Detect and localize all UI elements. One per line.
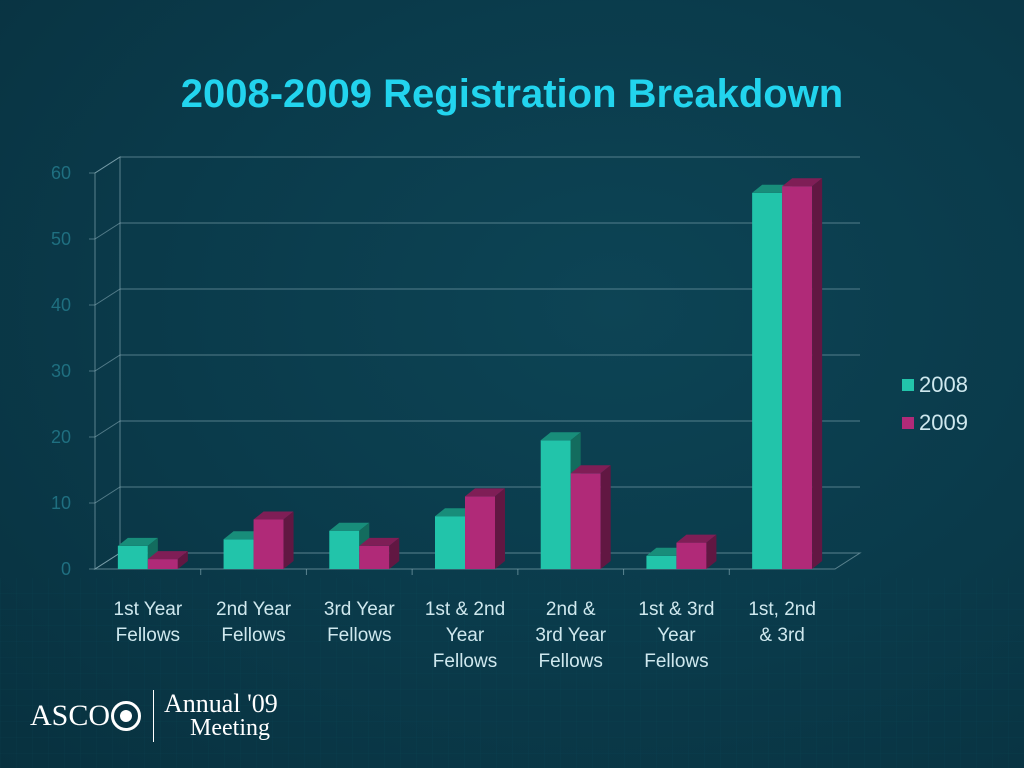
logo-brand: ASCO xyxy=(30,699,111,732)
bar-side xyxy=(495,488,505,569)
bar-front xyxy=(117,545,148,569)
bar-front xyxy=(676,542,707,569)
bar-front xyxy=(570,473,601,569)
bar-front xyxy=(435,516,465,569)
bar-2009-2 xyxy=(359,537,400,569)
gridline xyxy=(94,420,860,438)
bar-side xyxy=(283,511,294,569)
bar-top xyxy=(253,511,294,520)
y-tick-label: 20 xyxy=(51,427,71,447)
bar-top xyxy=(570,465,611,474)
bar-front xyxy=(253,519,284,569)
bar-front xyxy=(782,186,813,569)
bar-side xyxy=(812,178,823,569)
bar-2009-4 xyxy=(570,465,611,569)
bar-2009-6 xyxy=(782,178,823,569)
x-category-label: 1st & 3rd Year Fellows xyxy=(638,599,714,672)
logo-divider xyxy=(153,690,155,742)
bar-top xyxy=(540,432,581,441)
bar-top xyxy=(359,537,400,546)
bar-chart: 0 10 20 30 40 50 60 1st Year Fellows 2nd Year Fel… xyxy=(51,156,968,672)
y-tick-label: 40 xyxy=(51,295,71,315)
chart-legend: 2008 2009 xyxy=(902,372,968,435)
y-tick-label: 50 xyxy=(51,229,71,249)
x-category-label: 2nd & 3rd Year Fellows xyxy=(535,599,606,672)
bar-2009-0 xyxy=(147,551,188,569)
bar-front xyxy=(147,559,178,569)
logo-line-annual: Annual '09 xyxy=(164,689,278,718)
bar-top xyxy=(329,522,370,531)
gridline xyxy=(94,486,860,504)
decorative-pixel-band xyxy=(0,578,1024,768)
legend-label-2008: 2008 xyxy=(919,372,968,397)
y-tick-label: 60 xyxy=(51,163,71,183)
x-category-label: 3rd Year Fellows xyxy=(324,599,395,646)
y-axis: 0 10 20 30 40 50 60 xyxy=(51,163,95,579)
bar-side xyxy=(177,551,188,569)
gridline xyxy=(94,288,860,306)
x-category-label: 1st Year Fellows xyxy=(114,599,183,646)
bar-2009-5 xyxy=(676,534,717,569)
bar-front xyxy=(646,555,677,569)
bar-front xyxy=(540,440,571,569)
bar-top xyxy=(676,534,717,543)
asco-annual-meeting-logo: ASCO Annual '09 Meeting xyxy=(30,686,278,746)
bar-front xyxy=(223,539,254,569)
legend-label-2009: 2009 xyxy=(919,410,968,435)
gridline xyxy=(94,354,860,372)
x-category-label: 1st & 2nd Year Fellows xyxy=(425,599,505,672)
bar-front xyxy=(465,496,495,569)
bar-front xyxy=(359,545,390,569)
bar-front xyxy=(752,192,783,570)
y-tick-label: 30 xyxy=(51,361,71,381)
bar-front xyxy=(329,530,360,569)
gridline xyxy=(94,156,860,174)
legend-swatch-2009 xyxy=(902,417,914,429)
bar-top xyxy=(147,551,188,560)
logo-line-meeting: Meeting xyxy=(190,715,271,741)
asco-flame-icon xyxy=(111,701,142,731)
chart-bars xyxy=(117,178,823,570)
y-tick-label: 10 xyxy=(51,493,71,513)
bar-2008-4 xyxy=(540,432,581,569)
legend-swatch-2008 xyxy=(902,379,914,391)
chart-gridlines xyxy=(94,156,860,504)
bar-top xyxy=(465,488,505,497)
x-axis-labels: 1st Year Fellows 2nd Year Fellows 3rd Year Fe… xyxy=(114,569,816,672)
bar-top xyxy=(117,537,158,546)
y-tick-label: 0 xyxy=(61,559,71,579)
bar-top xyxy=(782,178,823,187)
bar-2009-1 xyxy=(253,511,294,569)
logo-text: Annual '09 Meeting xyxy=(164,689,278,741)
slide-title: 2008-2009 Registration Breakdown xyxy=(180,72,844,116)
x-category-label: 1st, 2nd & 3rd xyxy=(748,599,816,646)
bar-side xyxy=(389,537,400,569)
x-category-label: 2nd Year Fellows xyxy=(216,599,292,646)
gridline xyxy=(94,222,860,240)
bar-2009-3 xyxy=(465,488,505,569)
bar-side xyxy=(600,465,611,569)
bar-side xyxy=(706,534,717,569)
